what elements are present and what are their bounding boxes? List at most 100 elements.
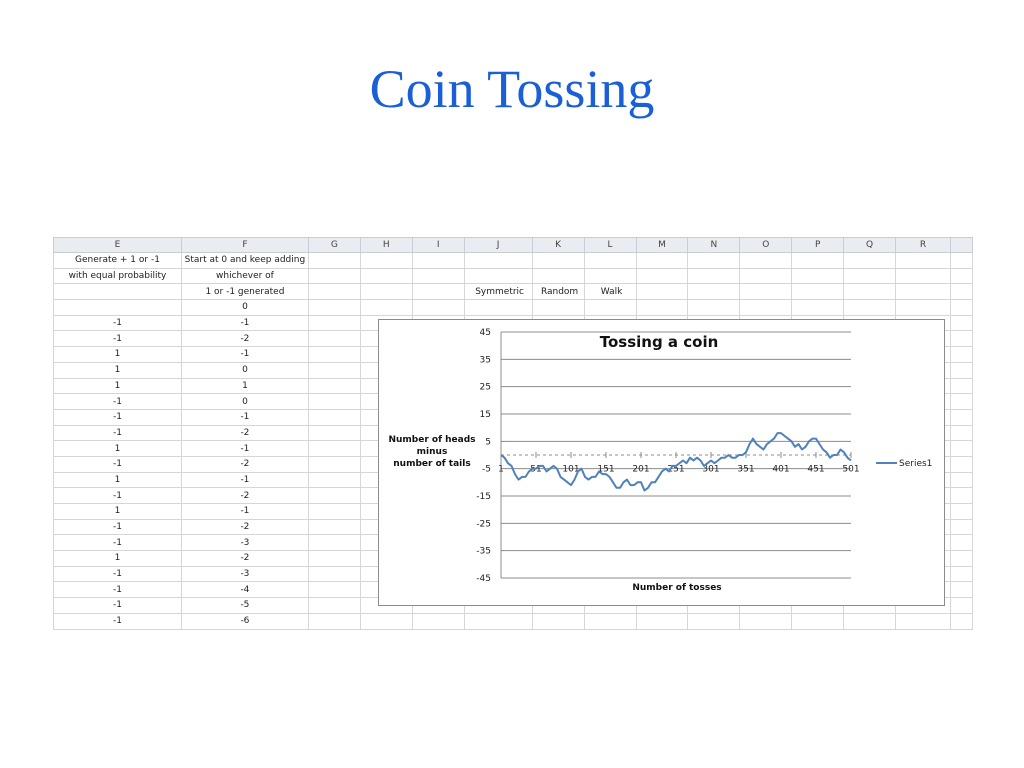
cell-f[interactable]: 0 xyxy=(180,299,309,316)
cell-f[interactable]: -2 xyxy=(180,518,309,536)
cell-q[interactable] xyxy=(843,267,897,285)
cell-n[interactable] xyxy=(687,283,741,301)
cell-f[interactable]: Start at 0 and keep adding xyxy=(180,252,309,269)
cell-m[interactable] xyxy=(635,283,689,301)
cell-h[interactable] xyxy=(359,283,413,301)
cell-r[interactable] xyxy=(895,612,951,630)
cell-extra[interactable] xyxy=(949,377,974,395)
cell-l[interactable]: Walk xyxy=(583,283,637,301)
cell-extra[interactable] xyxy=(949,393,974,410)
cell-f[interactable]: -2 xyxy=(180,330,309,348)
cell-h[interactable] xyxy=(359,299,413,316)
cell-e[interactable]: -1 xyxy=(53,393,182,410)
cell-extra[interactable] xyxy=(949,424,974,442)
cell-m[interactable] xyxy=(635,299,689,316)
cell-g[interactable] xyxy=(307,330,361,348)
cell-e[interactable]: -1 xyxy=(53,487,182,504)
cell-g[interactable] xyxy=(307,455,361,473)
cell-f[interactable]: -2 xyxy=(180,550,309,567)
cell-g[interactable] xyxy=(307,299,361,316)
cell-j[interactable] xyxy=(463,252,533,269)
cell-extra[interactable] xyxy=(949,487,974,504)
column-header-n[interactable]: N xyxy=(687,237,741,253)
cell-n[interactable] xyxy=(687,299,741,316)
cell-p[interactable] xyxy=(791,299,845,316)
cell-h[interactable] xyxy=(359,612,413,630)
cell-f[interactable]: whichever of xyxy=(180,267,309,285)
cell-e[interactable]: -1 xyxy=(53,408,182,426)
cell-f[interactable]: -1 xyxy=(180,346,309,363)
cell-g[interactable] xyxy=(307,283,361,301)
cell-g[interactable] xyxy=(307,440,361,457)
cell-e[interactable]: 1 xyxy=(53,440,182,457)
column-header-j[interactable]: J xyxy=(463,237,533,253)
cell-i[interactable] xyxy=(411,267,465,285)
cell-p[interactable] xyxy=(791,252,845,269)
cell-e[interactable]: -1 xyxy=(53,424,182,442)
cell-f[interactable]: -1 xyxy=(180,408,309,426)
cell-e[interactable]: -1 xyxy=(53,518,182,536)
cell-f[interactable]: -1 xyxy=(180,440,309,457)
cell-g[interactable] xyxy=(307,503,361,520)
column-header-k[interactable]: K xyxy=(531,237,585,253)
cell-g[interactable] xyxy=(307,393,361,410)
cell-e[interactable]: -1 xyxy=(53,314,182,332)
cell-f[interactable]: 1 xyxy=(180,377,309,395)
cell-g[interactable] xyxy=(307,565,361,583)
cell-r[interactable] xyxy=(895,299,951,316)
cell-extra[interactable] xyxy=(949,440,974,457)
cell-g[interactable] xyxy=(307,314,361,332)
cell-extra[interactable] xyxy=(949,267,974,285)
cell-e[interactable]: -1 xyxy=(53,330,182,348)
cell-i[interactable] xyxy=(411,612,465,630)
cell-g[interactable] xyxy=(307,597,361,614)
cell-o[interactable] xyxy=(739,283,793,301)
cell-extra[interactable] xyxy=(949,534,974,552)
cell-q[interactable] xyxy=(843,252,897,269)
cell-extra[interactable] xyxy=(949,283,974,301)
cell-m[interactable] xyxy=(635,612,689,630)
cell-p[interactable] xyxy=(791,283,845,301)
cell-i[interactable] xyxy=(411,252,465,269)
cell-g[interactable] xyxy=(307,424,361,442)
cell-k[interactable]: Random xyxy=(531,283,585,301)
cell-e[interactable]: 1 xyxy=(53,503,182,520)
cell-o[interactable] xyxy=(739,267,793,285)
column-header-e[interactable]: E xyxy=(53,237,182,253)
cell-e[interactable]: 1 xyxy=(53,361,182,379)
cell-l[interactable] xyxy=(583,252,637,269)
column-header-f[interactable]: F xyxy=(180,237,309,253)
cell-m[interactable] xyxy=(635,267,689,285)
cell-n[interactable] xyxy=(687,252,741,269)
cell-e[interactable]: -1 xyxy=(53,534,182,552)
column-header-o[interactable]: O xyxy=(739,237,793,253)
cell-p[interactable] xyxy=(791,612,845,630)
cell-q[interactable] xyxy=(843,612,897,630)
cell-e[interactable]: -1 xyxy=(53,597,182,614)
cell-g[interactable] xyxy=(307,377,361,395)
cell-g[interactable] xyxy=(307,267,361,285)
cell-q[interactable] xyxy=(843,283,897,301)
cell-e[interactable]: -1 xyxy=(53,581,182,599)
cell-f[interactable]: -2 xyxy=(180,455,309,473)
cell-f[interactable]: -1 xyxy=(180,314,309,332)
cell-e[interactable]: 1 xyxy=(53,346,182,363)
cell-k[interactable] xyxy=(531,267,585,285)
cell-g[interactable] xyxy=(307,581,361,599)
cell-f[interactable]: -2 xyxy=(180,424,309,442)
cell-e[interactable]: 1 xyxy=(53,550,182,567)
cell-e[interactable]: 1 xyxy=(53,471,182,489)
cell-g[interactable] xyxy=(307,612,361,630)
cell-o[interactable] xyxy=(739,299,793,316)
cell-k[interactable] xyxy=(531,299,585,316)
cell-j[interactable]: Symmetric xyxy=(463,283,533,301)
cell-extra[interactable] xyxy=(949,612,974,630)
cell-e[interactable] xyxy=(53,283,182,301)
cell-j[interactable] xyxy=(463,267,533,285)
column-header-h[interactable]: H xyxy=(359,237,413,253)
cell-f[interactable]: -2 xyxy=(180,487,309,504)
cell-n[interactable] xyxy=(687,267,741,285)
cell-g[interactable] xyxy=(307,361,361,379)
column-header-p[interactable]: P xyxy=(791,237,845,253)
cell-g[interactable] xyxy=(307,518,361,536)
